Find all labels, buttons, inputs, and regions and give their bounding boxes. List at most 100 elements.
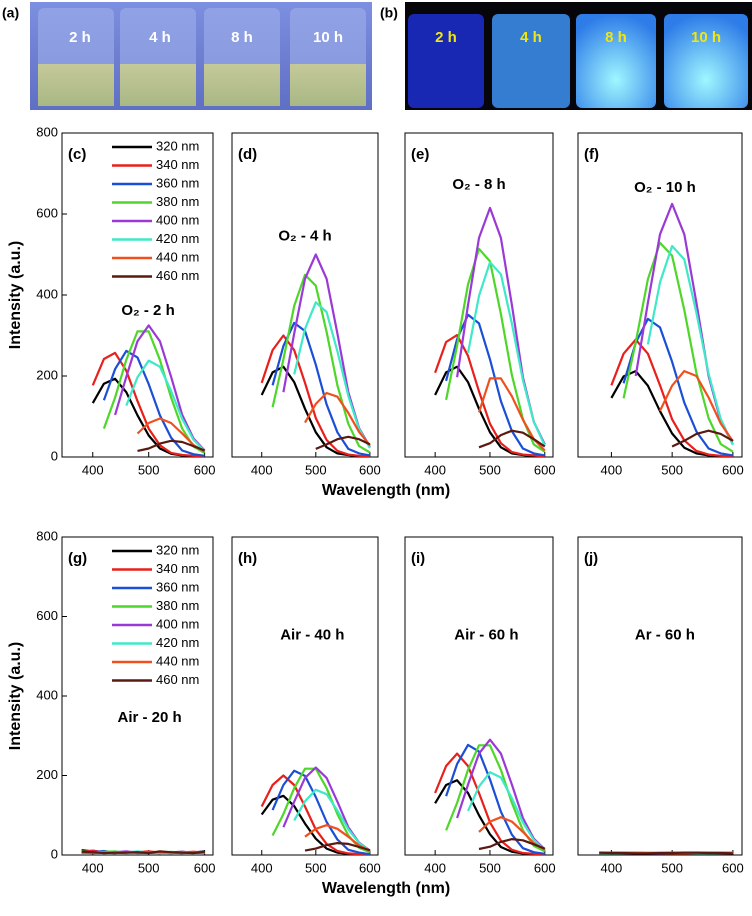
x-tick-label: 500 <box>661 462 683 477</box>
panel-annotation: O₂ - 10 h <box>634 179 696 196</box>
panel-label: (a) <box>2 5 19 21</box>
plot-frame <box>231 536 379 856</box>
x-tick-label: 600 <box>534 860 556 875</box>
panel-label: (b) <box>380 5 398 21</box>
panel: 400 500 600 (f) O₂ - 10 h <box>577 132 744 477</box>
spectrum-line <box>445 743 545 855</box>
spectrum-line <box>260 334 370 457</box>
spectrum-line <box>671 429 734 448</box>
spectrum-line <box>125 359 206 453</box>
spectrum-line <box>271 769 371 855</box>
x-tick-label: 400 <box>251 462 273 477</box>
x-tick-label: 400 <box>601 462 623 477</box>
spectrum-line <box>456 738 546 851</box>
legend-label: 400 nm <box>156 616 199 631</box>
panel-annotation: O₂ - 2 h <box>121 302 174 319</box>
liquid <box>290 64 366 106</box>
spectrum-line <box>293 788 371 852</box>
y-tick-label: 400 <box>36 687 58 702</box>
x-tick-label: 600 <box>722 860 744 875</box>
spectrum-line <box>91 351 205 457</box>
legend-label: 440 nm <box>156 249 199 264</box>
spectrum-line <box>478 429 546 449</box>
plot-frame <box>577 132 743 458</box>
y-tick-label: 0 <box>51 846 58 861</box>
spectrum-line <box>271 273 371 454</box>
liquid <box>120 64 196 106</box>
panel: 400 500 600 (i) Air - 60 h <box>404 536 556 875</box>
y-tick-label: 400 <box>36 286 58 301</box>
x-axis-label: Wavelength (nm) <box>322 880 450 897</box>
panel: 400 500 600 0 200 400 600 800 Intensity (a.u.) (c… <box>7 124 215 477</box>
beaker <box>576 14 656 108</box>
legend-label: 460 nm <box>156 268 199 283</box>
legend-label: 320 nm <box>156 138 199 153</box>
x-tick-label: 400 <box>424 462 446 477</box>
x-tick-label: 600 <box>194 462 216 477</box>
liquid <box>204 64 280 106</box>
legend-label: 340 nm <box>156 561 199 576</box>
plot-frame <box>404 536 554 856</box>
legend-label: 380 nm <box>156 194 199 209</box>
spectrum-line <box>478 816 546 851</box>
spectrum-line <box>599 851 733 855</box>
x-tick-label: 500 <box>479 462 501 477</box>
y-tick-label: 800 <box>36 528 58 543</box>
x-tick-label: 600 <box>722 462 744 477</box>
sample-label: 8 h <box>231 29 253 46</box>
legend-label: 420 nm <box>156 635 199 650</box>
spectrum-line <box>114 324 206 452</box>
spectrum-line <box>445 313 545 457</box>
legend-label: 460 nm <box>156 672 199 687</box>
legend-label: 340 nm <box>156 157 199 172</box>
legend-label: 320 nm <box>156 542 199 557</box>
panel-label: (g) <box>68 550 87 567</box>
plot-frame <box>577 536 743 856</box>
legend-label: 400 nm <box>156 212 199 227</box>
y-tick-label: 800 <box>36 124 58 139</box>
spectrum-line <box>293 301 371 449</box>
liquid <box>38 64 114 106</box>
panel-annotation: Air - 40 h <box>280 627 344 644</box>
spectrum-line <box>622 317 734 457</box>
x-tick-label: 600 <box>534 462 556 477</box>
x-tick-label: 500 <box>305 860 327 875</box>
sample-label: 2 h <box>435 29 457 46</box>
spectrum-line <box>478 838 546 851</box>
spectrum-line <box>659 370 734 442</box>
sample-label: 8 h <box>605 29 627 46</box>
y-tick-label: 0 <box>51 448 58 463</box>
x-tick-label: 600 <box>359 462 381 477</box>
x-tick-label: 400 <box>424 860 446 875</box>
x-tick-label: 500 <box>305 462 327 477</box>
panel-label: (d) <box>238 146 257 163</box>
sample-label: 2 h <box>69 29 91 46</box>
plot-frame <box>231 132 379 458</box>
panel-label: (c) <box>68 146 86 163</box>
y-tick-label: 600 <box>36 205 58 220</box>
x-tick-label: 500 <box>661 860 683 875</box>
sample-label: 10 h <box>313 29 343 46</box>
panel-label: (h) <box>238 550 257 567</box>
photo-b <box>405 2 752 110</box>
panel: 400 500 600 0 200 400 600 800 Intensity (a.u.) (g… <box>7 528 215 875</box>
plot-frame <box>404 132 554 458</box>
legend-label: 360 nm <box>156 579 199 594</box>
sample-label: 4 h <box>520 29 542 46</box>
panel-label: (i) <box>411 550 425 567</box>
spectrum-line <box>646 244 734 446</box>
sample-label: 4 h <box>149 29 171 46</box>
x-tick-label: 400 <box>82 860 104 875</box>
panel-label: (f) <box>584 146 599 163</box>
panel-label: (e) <box>411 146 429 163</box>
beaker <box>664 14 748 108</box>
spectrum-line <box>304 842 371 852</box>
spectrum-line <box>456 206 546 445</box>
panel-annotation: Air - 60 h <box>454 627 518 644</box>
x-tick-label: 500 <box>138 462 160 477</box>
panel: 400 500 600 Wavelength (nm) (d) O₂ - 4 h <box>231 132 450 499</box>
panel: 400 500 600 Wavelength (nm) (h) Air - 40 h <box>231 536 450 897</box>
spectrum-line <box>434 334 545 457</box>
spectrum-line <box>304 391 371 446</box>
